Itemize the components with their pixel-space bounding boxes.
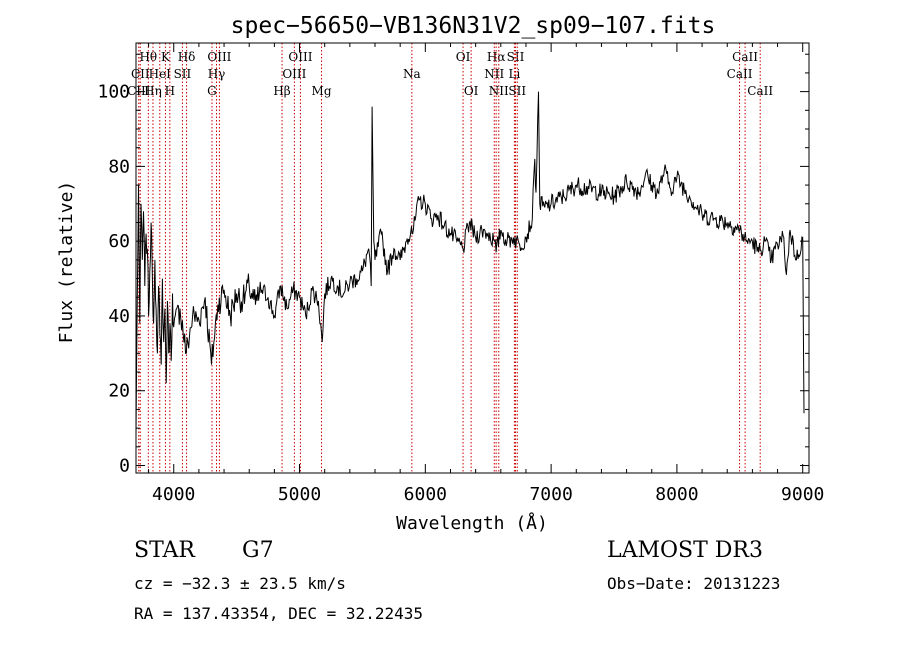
x-tick-label: 6000 [404,484,447,505]
line-label: OI [456,50,471,64]
line-label: Hα [487,50,506,64]
line-label: Hβ [273,84,290,98]
line-label: CaII [747,84,773,98]
x-tick-label: 4000 [152,484,195,505]
plot-frame [135,42,810,474]
emission-line-markers: Hθ CII CIII K HeI Hη SII H Hδ OIII Hγ G Hβ OIII OIII Mg… [127,43,773,473]
coordinates: RA = 137.43354, DEC = 32.22435 [134,604,423,623]
line-label: Hθ [139,50,157,64]
line-label: Na [403,67,421,81]
x-tick-label: 8000 [655,484,698,505]
line-label: Mg [312,84,332,98]
y-tick-label: 80 [108,156,130,177]
line-label: SII [174,67,192,81]
x-tick-label: 5000 [278,484,321,505]
redshift-text: cz = −32.3 ± 23.5 km/s [134,574,346,593]
line-label: OIII [207,50,231,64]
line-label: K [161,50,171,64]
x-tick-label: 9000 [781,484,824,505]
y-tick-label: 60 [108,231,130,252]
y-tick-label: 0 [119,456,130,477]
object-subclass: G7 [242,538,274,563]
y-axis-label: Flux (relative) [56,181,77,344]
spectrum-line [135,91,805,436]
y-axis-ticks: 0 20 40 60 80 100 [97,53,809,477]
x-tick-label: 7000 [529,484,572,505]
obs-date: Obs−Date: 20131223 [607,574,781,593]
line-label: CaII [727,67,753,81]
line-label: OI [464,84,479,98]
line-label: NII [484,67,504,81]
line-label: Hδ [178,50,196,64]
x-axis-label: Wavelength (Å) [396,512,548,534]
line-label: HeI [149,67,172,81]
line-label: Hη [144,84,162,98]
y-tick-label: 20 [108,381,130,402]
line-label: CIII [127,84,151,98]
line-label: Li [508,67,520,81]
object-class: STAR [134,538,195,563]
line-label: SII [507,50,525,64]
line-label: SII [508,84,526,98]
line-label: CII [131,67,150,81]
y-tick-label: 100 [97,82,130,103]
line-label: OIII [288,50,312,64]
survey-name: LAMOST DR3 [607,538,763,563]
line-label: Hγ [208,67,226,81]
line-label: OIII [282,67,306,81]
y-tick-label: 40 [108,306,130,327]
line-label: NII [489,84,509,98]
chart-title: spec−56650−VB136N31V2_sp09−107.fits [231,13,716,39]
line-label: G [207,84,217,98]
line-label: H [165,84,175,98]
x-axis-ticks: 4000 5000 6000 7000 8000 9000 [148,43,824,505]
line-label: CaII [732,50,758,64]
